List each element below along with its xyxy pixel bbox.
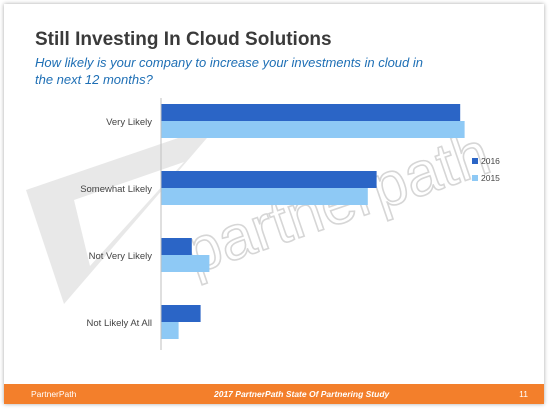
category-label: Somewhat Likely bbox=[80, 184, 152, 195]
category-label: Not Very Likely bbox=[89, 251, 153, 262]
bar-chart: Very Likely Somewhat Likely Not Very Likel… bbox=[80, 98, 500, 350]
legend-label-2015: 2015 bbox=[481, 173, 500, 183]
bar-2015-very-likely bbox=[161, 121, 465, 138]
slide-title: Still Investing In Cloud Solutions bbox=[35, 29, 332, 50]
category-label: Not Likely At All bbox=[87, 318, 152, 329]
bar-2015-somewhat-likely bbox=[161, 188, 368, 205]
bar-2016-very-likely bbox=[161, 104, 461, 121]
footer-study-title: 2017 PartnerPath State Of Partnering Stu… bbox=[214, 389, 390, 399]
legend-swatch-2015 bbox=[472, 175, 478, 181]
bar-2016-not-likely-at-all bbox=[161, 305, 201, 322]
category-label: Very Likely bbox=[106, 117, 152, 128]
legend-swatch-2016 bbox=[472, 158, 478, 164]
bar-2015-not-very-likely bbox=[161, 255, 210, 272]
bar-2015-not-likely-at-all bbox=[161, 322, 179, 339]
legend-label-2016: 2016 bbox=[481, 156, 500, 166]
footer-bar: PartnerPath 2017 PartnerPath State Of Pa… bbox=[4, 384, 544, 404]
page-number: 11 bbox=[519, 389, 528, 399]
footer-brand: PartnerPath bbox=[31, 389, 77, 399]
bar-2016-somewhat-likely bbox=[161, 171, 377, 188]
slide: partnerpath Still Investing In Cloud Sol… bbox=[4, 4, 544, 404]
slide-subtitle: How likely is your company to increase y… bbox=[35, 55, 424, 87]
bar-2016-not-very-likely bbox=[161, 238, 192, 255]
